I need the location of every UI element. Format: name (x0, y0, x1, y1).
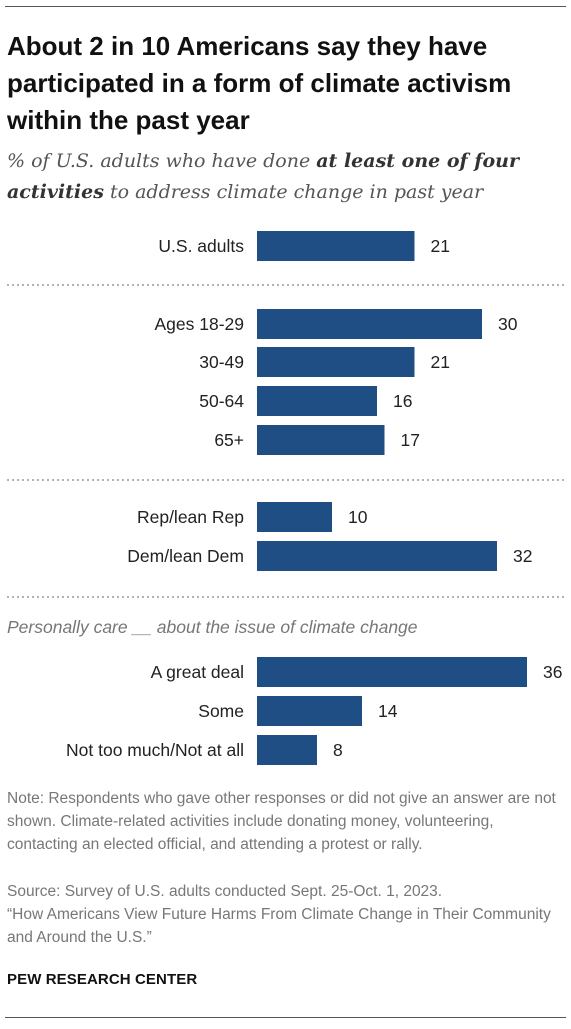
bar (257, 735, 317, 765)
value-label: 14 (378, 701, 398, 721)
category-label: U.S. adults (158, 236, 244, 256)
bar (257, 386, 377, 416)
subtitle-pre: % of U.S. adults who have done (7, 150, 317, 172)
value-label: 30 (498, 314, 518, 334)
bar (257, 657, 527, 687)
category-label: Not too much/Not at all (66, 740, 244, 760)
bar (257, 309, 482, 339)
category-label: A great deal (151, 662, 244, 682)
bar (257, 425, 385, 455)
organization-name: PEW RESEARCH CENTER (7, 971, 198, 988)
value-label: 36 (543, 662, 562, 682)
top-rule (5, 6, 566, 7)
report-title-line: “How Americans View Future Harms From Cl… (7, 906, 551, 946)
value-label: 21 (431, 236, 450, 256)
subtitle-post: to address climate change in past year (103, 181, 484, 203)
subtitle-bold: at least one of four activities (7, 150, 519, 203)
bar (257, 502, 332, 532)
value-label: 16 (393, 391, 412, 411)
category-label: 65+ (214, 430, 244, 450)
category-label: 50-64 (199, 391, 244, 411)
category-label: Ages 18-29 (154, 314, 244, 334)
chart-subtitle: % of U.S. adults who have done at least … (7, 146, 562, 208)
value-label: 10 (348, 507, 368, 527)
source-line: Source: Survey of U.S. adults conducted … (7, 883, 443, 900)
category-label: Rep/lean Rep (137, 507, 244, 527)
category-label: Some (198, 701, 244, 721)
category-label: Dem/lean Dem (127, 546, 244, 566)
value-label: 32 (513, 546, 532, 566)
value-label: 21 (431, 352, 450, 372)
bar (257, 696, 362, 726)
bar (257, 231, 415, 261)
bar (257, 347, 415, 377)
bottom-rule (5, 1017, 566, 1018)
value-label: 17 (401, 430, 420, 450)
chart-note: Note: Respondents who gave other respons… (7, 790, 556, 853)
source-block: Source: Survey of U.S. adults conducted … (7, 880, 562, 949)
bar (257, 541, 497, 571)
group-label: Personally care __ about the issue of cl… (7, 617, 418, 637)
chart-title: About 2 in 10 Americans say they have pa… (7, 31, 512, 135)
value-label: 8 (333, 740, 343, 760)
category-label: 30-49 (199, 352, 244, 372)
